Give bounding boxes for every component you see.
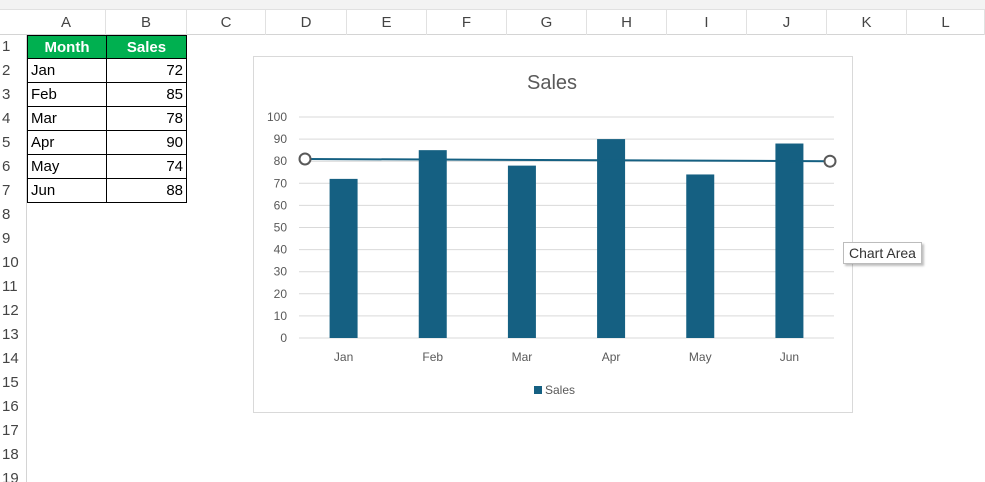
x-tick-label: Feb xyxy=(422,350,443,364)
column-header-l[interactable]: L xyxy=(907,10,985,35)
legend-swatch xyxy=(534,386,542,394)
row-header-17[interactable]: 17 xyxy=(2,422,19,439)
cell-sales[interactable]: 72 xyxy=(106,59,187,83)
y-tick-label: 0 xyxy=(280,331,287,345)
bar[interactable] xyxy=(507,165,536,338)
bar[interactable] xyxy=(418,150,447,338)
bar[interactable] xyxy=(775,143,804,338)
cell-month[interactable]: May xyxy=(27,155,107,179)
y-tick-label: 20 xyxy=(274,287,288,301)
row-header-10[interactable]: 10 xyxy=(2,254,19,271)
line-end-handle[interactable] xyxy=(823,154,837,168)
row-header-12[interactable]: 12 xyxy=(2,302,19,319)
y-tick-label: 30 xyxy=(274,265,288,279)
column-chart: Sales 0 10 20 30 40 50 60 70 80 90 100 Jan Feb Mar Apr M… xyxy=(267,72,837,397)
column-header-c[interactable]: C xyxy=(187,10,266,35)
line-start-handle[interactable] xyxy=(298,152,312,166)
column-header-d[interactable]: D xyxy=(266,10,347,35)
chart-title[interactable]: Sales xyxy=(527,72,577,94)
x-tick-label: Jan xyxy=(334,350,353,364)
y-tick-label: 50 xyxy=(274,221,288,235)
row-header-16[interactable]: 16 xyxy=(2,398,19,415)
column-header-g[interactable]: G xyxy=(507,10,587,35)
column-header-k[interactable]: K xyxy=(827,10,907,35)
row-header-13[interactable]: 13 xyxy=(2,326,19,343)
cell-sales[interactable]: 90 xyxy=(106,131,187,155)
x-tick-label: May xyxy=(689,350,712,364)
cell-month[interactable]: Feb xyxy=(27,83,107,107)
row-header-3[interactable]: 3 xyxy=(2,86,11,103)
row-header-4[interactable]: 4 xyxy=(2,110,11,127)
row-header-7[interactable]: 7 xyxy=(2,182,11,199)
cell-sales[interactable]: 74 xyxy=(106,155,187,179)
row-header-15[interactable]: 15 xyxy=(2,374,19,391)
row-header-11[interactable]: 11 xyxy=(2,278,18,295)
cell-month[interactable]: Mar xyxy=(27,107,107,131)
header-cell-sales[interactable]: Sales xyxy=(106,35,187,59)
bar[interactable] xyxy=(597,139,626,338)
row-header-6[interactable]: 6 xyxy=(2,158,11,175)
bar[interactable] xyxy=(329,178,358,338)
column-header-i[interactable]: I xyxy=(667,10,747,35)
column-header-b[interactable]: B xyxy=(106,10,187,35)
ribbon-edge xyxy=(0,0,985,10)
y-tick-label: 100 xyxy=(267,110,287,124)
row-header-8[interactable]: 8 xyxy=(2,206,11,223)
row-header-18[interactable]: 18 xyxy=(2,446,19,463)
y-tick-label: 70 xyxy=(274,176,288,190)
column-header-j[interactable]: J xyxy=(747,10,827,35)
row-header-bar: 1 2 3 4 5 6 7 8 9 10 11 12 13 14 15 16 17 18 19 xyxy=(0,35,27,482)
column-header-a[interactable]: A xyxy=(27,10,106,35)
cell-month[interactable]: Apr xyxy=(27,131,107,155)
chart-area[interactable]: Sales 0 10 20 30 40 50 60 70 80 90 100 Jan Feb Mar Apr M… xyxy=(253,56,853,413)
y-tick-label: 80 xyxy=(274,154,288,168)
column-header-f[interactable]: F xyxy=(427,10,507,35)
row-header-5[interactable]: 5 xyxy=(2,134,11,151)
y-tick-label: 90 xyxy=(274,132,288,146)
row-header-2[interactable]: 2 xyxy=(2,62,11,79)
cell-month[interactable]: Jun xyxy=(27,179,107,203)
row-header-1[interactable]: 1 xyxy=(2,38,11,55)
header-cell-month[interactable]: Month xyxy=(27,35,107,59)
cell-sales[interactable]: 78 xyxy=(106,107,187,131)
bar[interactable] xyxy=(686,174,715,338)
legend-label[interactable]: Sales xyxy=(545,383,575,397)
y-tick-label: 60 xyxy=(274,198,288,212)
row-header-9[interactable]: 9 xyxy=(2,230,11,247)
column-header-e[interactable]: E xyxy=(347,10,427,35)
x-tick-label: Jun xyxy=(780,350,799,364)
cell-month[interactable]: Jan xyxy=(27,59,107,83)
column-header-h[interactable]: H xyxy=(587,10,667,35)
cell-sales[interactable]: 85 xyxy=(106,83,187,107)
y-tick-label: 10 xyxy=(274,309,288,323)
chart-area-tooltip: Chart Area xyxy=(843,242,922,264)
x-tick-label: Apr xyxy=(602,350,621,364)
row-header-14[interactable]: 14 xyxy=(2,350,19,367)
row-header-19[interactable]: 19 xyxy=(2,470,19,482)
trend-line[interactable] xyxy=(304,157,831,163)
y-tick-label: 40 xyxy=(274,243,288,257)
x-tick-label: Mar xyxy=(512,350,533,364)
cell-sales[interactable]: 88 xyxy=(106,179,187,203)
